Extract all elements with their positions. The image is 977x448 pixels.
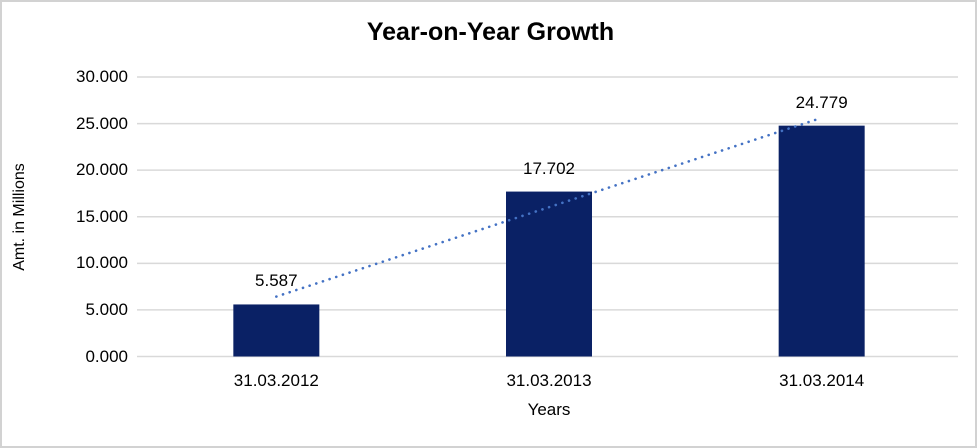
x-axis-title: Years (527, 400, 571, 419)
x-tick-label: 31.03.2013 (506, 371, 592, 390)
y-tick-label: 30.000 (76, 67, 128, 86)
bar (233, 304, 320, 357)
bar-value-label: 17.702 (523, 158, 575, 178)
y-tick-label: 10.000 (76, 253, 128, 273)
x-tick-label: 31.03.2014 (779, 371, 865, 390)
y-tick-label: 5.000 (85, 299, 128, 319)
bar-value-label: 5.587 (255, 271, 298, 291)
bar-value-label: 24.779 (795, 92, 848, 112)
y-tick-label: 15.000 (76, 206, 128, 226)
y-tick-label: 20.000 (76, 160, 128, 180)
x-tick-label: 31.03.2012 (233, 371, 319, 390)
bar (778, 125, 865, 357)
chart-title: Year-on-Year Growth (366, 18, 615, 46)
y-tick-label: 0.000 (85, 346, 128, 366)
y-tick-label: 25.000 (76, 113, 128, 133)
bar (506, 191, 592, 357)
trendline (275, 116, 823, 298)
